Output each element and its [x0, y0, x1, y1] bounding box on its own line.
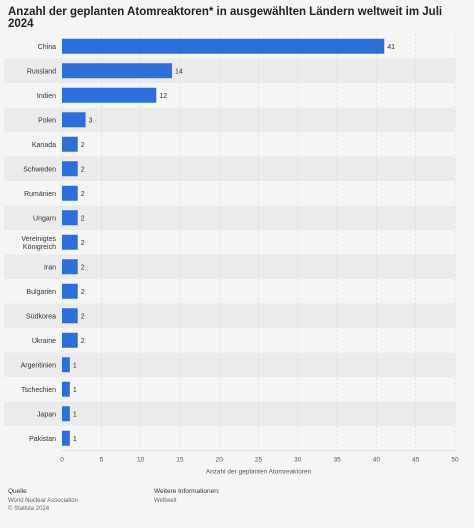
footer: Quelle World Nuclear Association © Stati…	[8, 488, 466, 524]
copyright-line: © Statista 2024	[8, 506, 50, 512]
data-label: 2	[81, 313, 85, 320]
category-label: Rumänien	[24, 191, 56, 198]
info-line: Weltweit	[154, 498, 177, 504]
x-tick-label: 35	[333, 457, 341, 464]
bar	[62, 87, 157, 103]
category-label: Iran	[44, 264, 56, 271]
bar	[62, 136, 78, 152]
data-label: 41	[387, 44, 395, 51]
source-block: Quelle World Nuclear Association © Stati…	[8, 488, 78, 513]
data-label: 2	[81, 142, 85, 149]
category-label: Russland	[27, 68, 56, 75]
x-tick-label: 20	[216, 457, 224, 464]
x-tick-label: 0	[60, 457, 64, 464]
x-tick-label: 50	[451, 457, 459, 464]
category-label: Polen	[38, 117, 56, 124]
row-stripe	[4, 205, 455, 230]
bar	[62, 357, 70, 373]
category-label: Argentinien	[21, 362, 57, 369]
bar	[62, 38, 385, 54]
data-label: 1	[73, 362, 77, 369]
x-tick-label: 45	[412, 457, 420, 464]
data-label: 2	[81, 240, 85, 247]
source-heading: Quelle	[8, 488, 27, 495]
source-line[interactable]: World Nuclear Association	[8, 498, 78, 504]
row-stripe	[4, 352, 455, 377]
data-label: 1	[73, 387, 77, 394]
bar	[62, 210, 78, 226]
category-label: Königreich	[23, 244, 56, 251]
data-label: 14	[175, 68, 183, 75]
data-label: 2	[81, 264, 85, 271]
bar-chart: 41China14Russland12Indien3Polen2Kanada2S…	[4, 34, 459, 476]
bar	[62, 406, 70, 422]
chart-title: Anzahl der geplanten Atomreaktoren* in a…	[8, 6, 443, 30]
category-label: Vereinigtes	[21, 236, 56, 243]
info-heading[interactable]: Weitere Informationen:	[154, 488, 220, 495]
data-label: 1	[73, 411, 77, 418]
data-label: 1	[73, 436, 77, 443]
bar	[62, 308, 78, 324]
bar	[62, 112, 86, 128]
data-label: 2	[81, 191, 85, 198]
category-label: Kanada	[32, 142, 56, 149]
category-label: Ukraine	[32, 338, 56, 345]
category-label: Indien	[37, 93, 56, 100]
data-label: 12	[159, 93, 167, 100]
x-tick-label: 5	[99, 457, 103, 464]
category-label: Südkorea	[26, 313, 56, 320]
x-axis-title: Anzahl der geplanten Atomreaktoren	[206, 469, 312, 476]
category-label: Pakistan	[29, 436, 56, 443]
bar	[62, 332, 78, 348]
data-label: 2	[81, 215, 85, 222]
bar	[62, 234, 78, 250]
bar	[62, 430, 70, 446]
x-tick-label: 40	[373, 457, 381, 464]
data-label: 3	[89, 117, 93, 124]
data-label: 2	[81, 166, 85, 173]
x-tick-label: 15	[176, 457, 184, 464]
bar	[62, 63, 173, 79]
category-label: Japan	[37, 411, 56, 418]
bar	[62, 185, 78, 201]
data-label: 2	[81, 338, 85, 345]
x-tick-label: 10	[137, 457, 145, 464]
row-stripe	[4, 156, 455, 181]
category-label: Bulgarien	[26, 289, 56, 296]
x-tick-label: 30	[294, 457, 302, 464]
row-stripe	[4, 254, 455, 279]
category-label: Schweden	[23, 166, 56, 173]
bar	[62, 381, 70, 397]
category-label: Tschechien	[21, 387, 56, 394]
bar	[62, 161, 78, 177]
x-tick-label: 25	[255, 457, 263, 464]
row-stripe	[4, 303, 455, 328]
info-block: Weitere Informationen: Weltweit	[154, 488, 220, 505]
category-label: China	[38, 44, 56, 51]
chart-area: 41 China 14 Russland 12 Indien 3 Polen 2 Kanada 2 S…	[0, 28, 474, 480]
data-label: 2	[81, 289, 85, 296]
bar	[62, 259, 78, 275]
bar	[62, 283, 78, 299]
row-stripe	[4, 401, 455, 426]
category-label: Ungarn	[33, 215, 56, 222]
